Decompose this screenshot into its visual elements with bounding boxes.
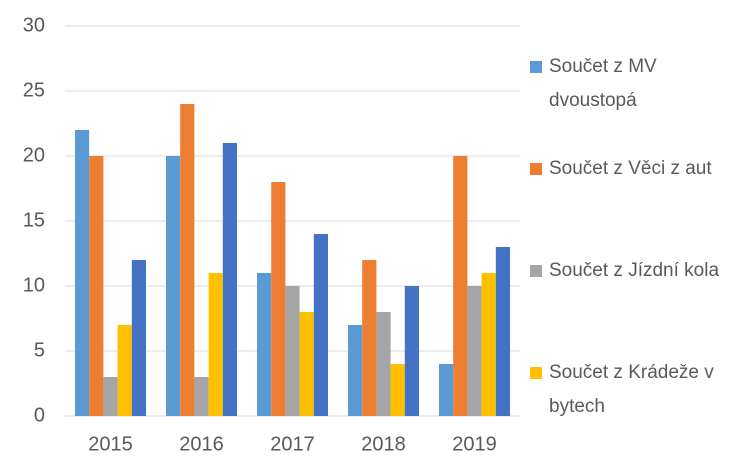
legend-label: Součet z Jízdní kola: [549, 260, 720, 281]
bar: [103, 377, 118, 416]
bar: [75, 130, 90, 416]
bar: [271, 182, 286, 416]
bar: [362, 260, 377, 416]
bar: [453, 156, 468, 416]
y-tick-label: 10: [23, 274, 45, 296]
x-tick-label: 2016: [179, 433, 224, 455]
x-tick-label: 2015: [88, 433, 133, 455]
legend-entry: Součet z MV dvoustopá: [530, 50, 730, 118]
bar: [117, 325, 132, 416]
bar: [467, 286, 482, 416]
bar: [376, 312, 391, 416]
legend-label: Součet z Věci z aut: [549, 158, 712, 179]
bar: [131, 260, 146, 416]
y-tick-label: 5: [34, 339, 45, 361]
y-tick-label: 25: [23, 79, 45, 101]
y-tick-label: 30: [23, 14, 45, 36]
bar: [208, 273, 223, 416]
bar: [257, 273, 272, 416]
legend-swatch: [530, 265, 542, 277]
legend-label: Součet z Krádeže v bytech: [549, 362, 714, 417]
bar: [439, 364, 454, 416]
bar: [166, 156, 181, 416]
bar: [390, 364, 405, 416]
y-tick-label: 0: [34, 404, 45, 426]
x-tick-label: 2019: [452, 433, 497, 455]
x-tick-label: 2018: [361, 433, 406, 455]
bar: [313, 234, 328, 416]
legend-swatch: [530, 61, 542, 73]
bar: [495, 247, 510, 416]
y-tick-label: 15: [23, 209, 45, 231]
bar: [348, 325, 363, 416]
legend-swatch: [530, 163, 542, 175]
bar: [481, 273, 496, 416]
x-tick-label: 2017: [270, 433, 315, 455]
bar: [404, 286, 419, 416]
bar: [194, 377, 209, 416]
legend-entry: Součet z Krádeže v bytech: [530, 356, 730, 424]
legend-entry: Součet z Věci z aut: [530, 152, 730, 186]
bar: [222, 143, 237, 416]
bar: [180, 104, 195, 416]
bar: [285, 286, 300, 416]
y-tick-label: 20: [23, 144, 45, 166]
legend-entry: Součet z Jízdní kola: [530, 254, 730, 288]
bar: [299, 312, 314, 416]
legend-swatch: [530, 367, 542, 379]
bar: [89, 156, 104, 416]
legend-label: Součet z MV dvoustopá: [549, 56, 657, 111]
